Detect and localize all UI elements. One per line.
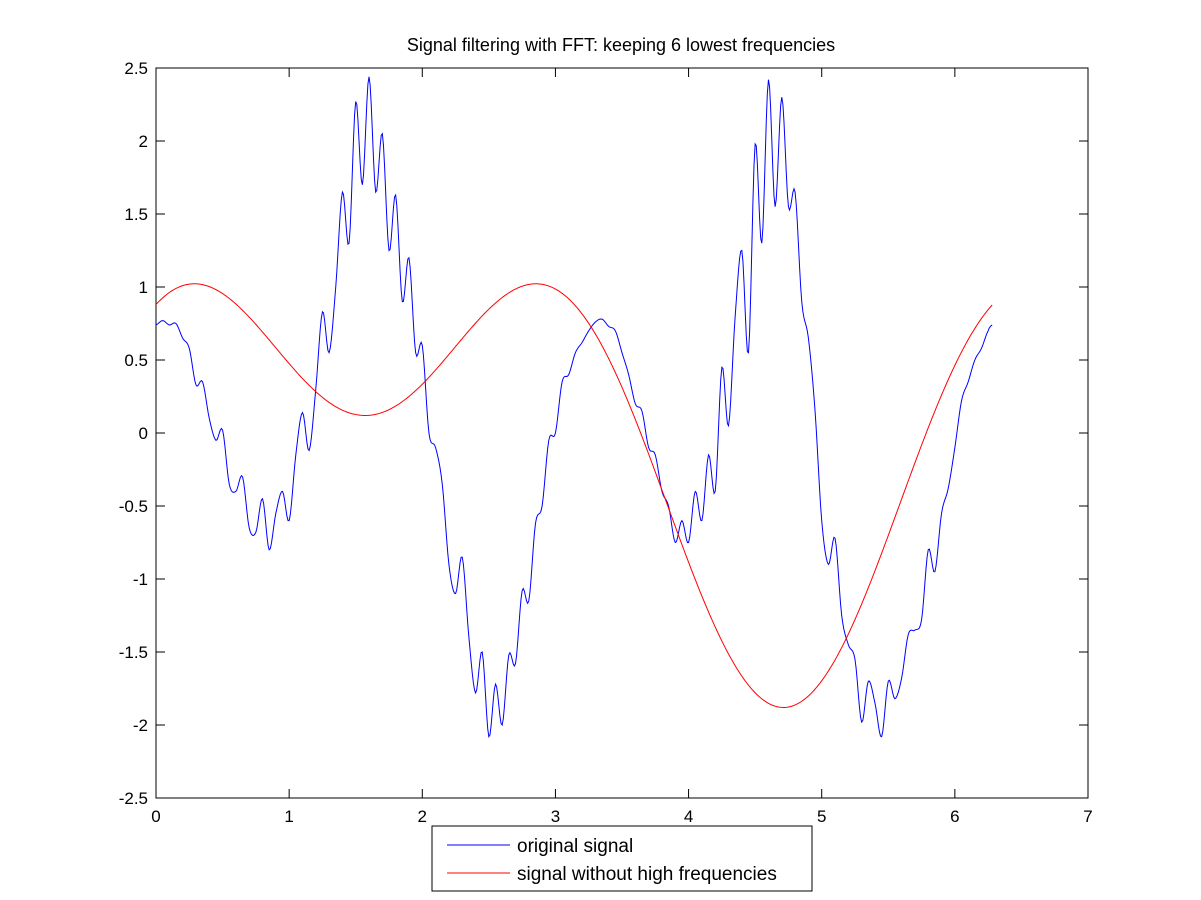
axis-ticks	[155, 67, 1089, 799]
plot-area: 0 1 2 3 4 5 6 7 -2.5 -2 -1.5 -1 -0.5 0 0.5 1 1.5 2 2.5	[119, 59, 1093, 826]
chart-title: Signal filtering with FFT: keeping 6 low…	[407, 35, 835, 55]
series-lines	[155, 76, 993, 739]
x-tick-label: 1	[284, 807, 293, 826]
x-tick-label: 5	[817, 807, 826, 826]
axes-box	[155, 67, 1089, 799]
legend: original signal signal without high freq…	[431, 825, 813, 892]
legend-box	[431, 825, 813, 892]
legend-label-original: original signal	[517, 836, 633, 857]
series-line-filtered	[155, 283, 993, 708]
y-tick-label: 2	[139, 132, 148, 151]
x-tick-label: 2	[418, 807, 427, 826]
y-tick-label: -2	[133, 716, 148, 735]
x-tick-label: 3	[551, 807, 560, 826]
x-tick-label: 6	[950, 807, 959, 826]
x-tick-label: 4	[684, 807, 693, 826]
y-tick-label: 2.5	[124, 59, 148, 78]
x-tick-label: 7	[1083, 807, 1092, 826]
x-tick-label: 0	[151, 807, 160, 826]
y-axis-tick-labels: -2.5 -2 -1.5 -1 -0.5 0 0.5 1 1.5 2 2.5	[119, 59, 148, 808]
y-tick-label: -1.5	[119, 643, 148, 662]
y-tick-label: -1	[133, 570, 148, 589]
legend-label-filtered: signal without high frequencies	[517, 864, 777, 885]
y-tick-label: 0	[139, 424, 148, 443]
x-axis-tick-labels: 0 1 2 3 4 5 6 7	[151, 807, 1092, 826]
y-tick-label: 1.5	[124, 205, 148, 224]
y-tick-label: 1	[139, 278, 148, 297]
y-tick-label: -2.5	[119, 789, 148, 808]
series-line-original	[155, 76, 993, 739]
y-tick-label: 0.5	[124, 351, 148, 370]
y-tick-label: -0.5	[119, 497, 148, 516]
